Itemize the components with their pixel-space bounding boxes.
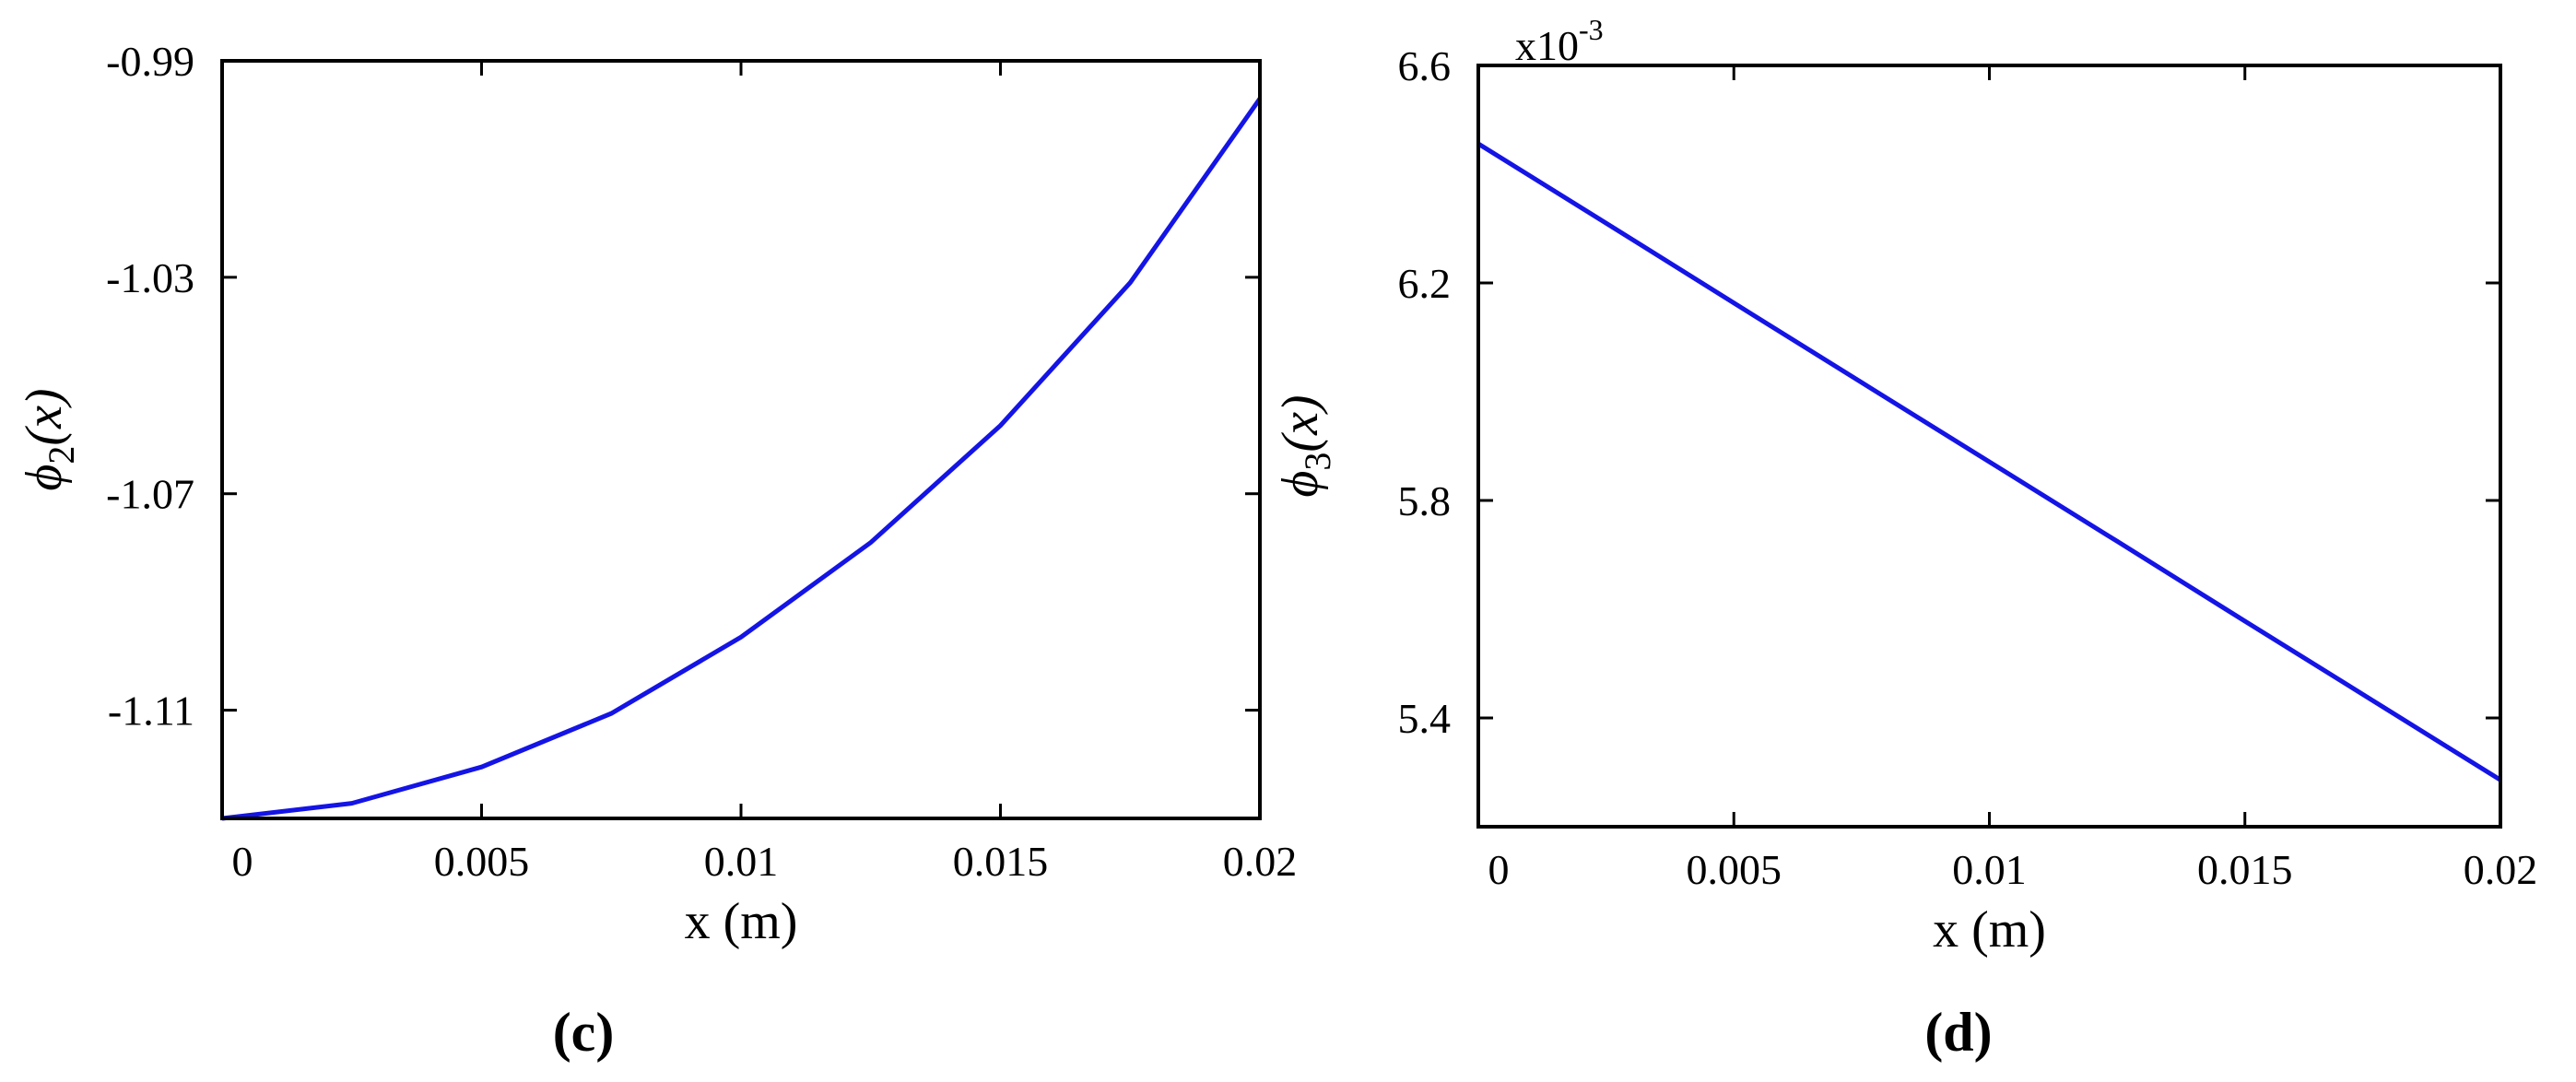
- y-label-subscript: 2: [41, 446, 82, 465]
- y-tick-label: -1.03: [106, 254, 194, 301]
- x-tick-label: 0: [232, 838, 253, 885]
- y-label-arg: (x): [16, 388, 73, 445]
- x-tick-label: 0.005: [1687, 846, 1782, 893]
- x-tick-label: 0.02: [2464, 846, 2538, 893]
- y-label-symbol: ϕ: [16, 465, 73, 491]
- panel: 0 0.005 0.01 0.015 0.02 5.4 5.8 6.2 6.6 x (m) ϕ3(x…: [1272, 13, 2537, 1063]
- y-multiplier: x10-3: [1515, 13, 1604, 69]
- y-axis-label: ϕ2(x): [16, 388, 82, 490]
- x-tick-label: 0.02: [1223, 838, 1298, 885]
- y-tick-label: -1.07: [106, 471, 194, 518]
- y-label-arg: (x): [1272, 394, 1329, 452]
- y-tick-label: -0.99: [106, 38, 194, 85]
- multiplier-exponent: -3: [1579, 13, 1604, 46]
- x-axis-label: x (m): [685, 893, 798, 950]
- panel-label: (d): [1924, 1002, 1992, 1063]
- multiplier-base: x10: [1515, 22, 1579, 69]
- panel: 0 0.005 0.01 0.015 0.02 -1.11 -1.07 -1.03 -0.99 x…: [16, 38, 1297, 1063]
- panel-label: (c): [553, 1002, 615, 1063]
- x-tick-label: 0.01: [1952, 846, 2027, 893]
- x-tick-label: 0.015: [2197, 846, 2293, 893]
- line-series: [1476, 141, 2502, 782]
- plot-frame: [1476, 64, 2502, 829]
- y-tick-label: 5.8: [1398, 477, 1452, 524]
- y-label-symbol: ϕ: [1272, 471, 1329, 498]
- x-tick-label: 0.005: [434, 838, 530, 885]
- x-tick-label: 0.015: [953, 838, 1049, 885]
- y-tick-label: 5.4: [1398, 695, 1452, 742]
- x-axis-label: x (m): [1933, 901, 2046, 959]
- x-tick-label: 0.01: [704, 838, 779, 885]
- y-axis-label: ϕ3(x): [1272, 394, 1338, 497]
- y-tick-label: -1.11: [108, 688, 194, 735]
- x-tick-label: 0: [1488, 846, 1510, 893]
- y-tick-label: 6.2: [1398, 260, 1452, 307]
- y-label-subscript: 3: [1297, 453, 1338, 471]
- y-tick-label: 6.6: [1398, 42, 1452, 89]
- plot-frame: [220, 59, 1262, 820]
- line-series: [221, 97, 1263, 821]
